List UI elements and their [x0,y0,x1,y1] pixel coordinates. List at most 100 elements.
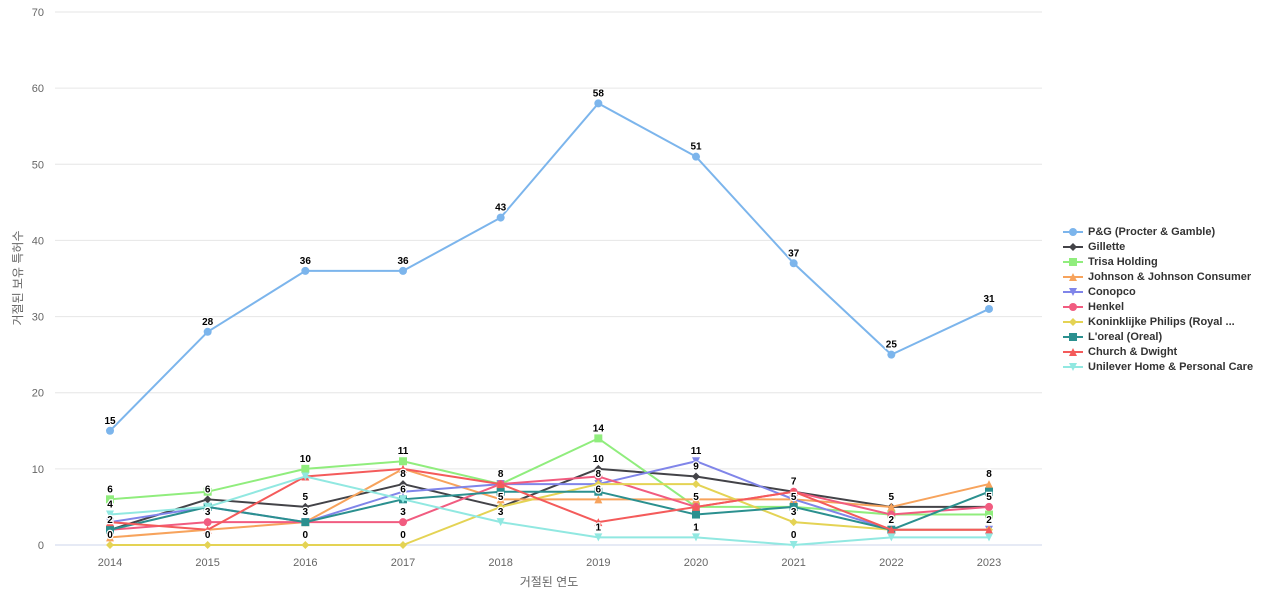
data-point-marker[interactable] [496,487,505,496]
data-point-marker[interactable] [789,495,798,504]
data-point-marker[interactable] [301,541,310,549]
data-point-marker[interactable] [594,518,603,527]
data-point-marker[interactable] [985,533,994,542]
data-point-marker[interactable] [496,502,505,511]
legend-label: P&G (Procter & Gamble) [1088,225,1216,238]
data-point-marker[interactable] [106,525,114,534]
data-point-marker[interactable] [496,495,505,504]
data-point-marker[interactable] [594,533,603,542]
data-point-marker[interactable] [203,541,212,549]
data-point-marker[interactable] [399,480,408,489]
data-point-marker[interactable] [985,525,994,534]
data-point-marker[interactable] [789,487,798,496]
data-point-marker[interactable] [789,502,798,511]
data-label: 28 [202,317,214,328]
data-point-marker[interactable] [399,487,408,496]
data-point-marker[interactable] [985,487,994,496]
data-point-marker[interactable] [692,457,701,466]
data-label: 0 [205,530,211,541]
data-point-marker[interactable] [594,472,603,481]
data-point-marker[interactable] [789,541,798,549]
y-axis-title: 거절된 보유 특허수 [11,230,25,326]
legend-item[interactable]: L'oreal (Oreal) [1063,329,1253,344]
data-label: 2 [889,515,895,526]
data-point-marker[interactable] [106,518,114,527]
data-point-marker[interactable] [301,464,310,473]
legend-item[interactable]: Gillette [1063,239,1253,254]
data-point-marker[interactable] [692,152,701,161]
data-point-marker[interactable] [887,502,896,511]
data-point-marker[interactable] [594,480,603,489]
x-tick-label: 2014 [98,557,122,569]
data-label: 1 [693,522,699,533]
data-point-marker[interactable] [594,487,603,496]
data-point-marker[interactable] [399,266,408,275]
data-point-marker[interactable] [399,518,408,527]
legend-label: Koninklijke Philips (Royal ... [1088,315,1235,328]
data-point-marker[interactable] [496,480,505,489]
data-point-marker[interactable] [985,480,994,489]
data-point-marker[interactable] [399,464,408,473]
data-point-marker[interactable] [496,213,505,222]
data-point-marker[interactable] [203,487,212,496]
legend-item[interactable]: Conopco [1063,284,1253,299]
legend-item[interactable]: Unilever Home & Personal Care [1063,359,1253,374]
data-point-marker[interactable] [203,327,212,336]
data-point-marker[interactable] [106,533,114,542]
data-point-marker[interactable] [106,426,114,435]
data-point-marker[interactable] [106,510,114,519]
data-point-marker[interactable] [203,525,212,534]
data-point-marker[interactable] [692,510,701,519]
legend-item[interactable]: P&G (Procter & Gamble) [1063,224,1253,239]
data-point-marker[interactable] [496,518,505,527]
data-point-marker[interactable] [789,259,798,268]
legend-symbol-triangle-icon [1063,347,1083,356]
data-point-marker[interactable] [887,510,896,519]
data-point-marker[interactable] [985,304,994,313]
data-point-marker[interactable] [692,472,701,481]
data-point-marker[interactable] [594,99,603,108]
data-point-marker[interactable] [301,266,310,275]
y-tick-label: 30 [32,312,44,324]
y-tick-label: 20 [32,388,44,400]
data-point-marker[interactable] [203,495,212,504]
data-point-marker[interactable] [301,502,310,511]
data-point-marker[interactable] [399,495,408,504]
data-point-marker[interactable] [203,502,212,511]
data-point-marker[interactable] [106,541,114,549]
x-tick-label: 2022 [879,557,903,569]
data-label: 8 [986,469,992,480]
legend-label: Henkel [1088,300,1125,313]
data-point-marker[interactable] [203,518,212,527]
data-label: 11 [398,446,409,457]
data-label: 51 [690,142,702,153]
data-point-marker[interactable] [887,525,896,534]
data-point-marker[interactable] [985,502,994,511]
data-point-marker[interactable] [985,510,994,519]
data-point-marker[interactable] [399,541,408,549]
data-point-marker[interactable] [594,464,603,473]
data-point-marker[interactable] [594,434,603,443]
data-point-marker[interactable] [301,472,310,481]
legend-item[interactable]: Trisa Holding [1063,254,1253,269]
data-label: 5 [498,492,504,503]
data-point-marker[interactable] [692,502,701,511]
data-point-marker[interactable] [594,495,603,504]
legend-item[interactable]: Church & Dwight [1063,344,1253,359]
data-point-marker[interactable] [301,518,310,527]
series-line [109,102,990,432]
data-point-marker[interactable] [887,350,896,359]
data-point-marker[interactable] [692,480,701,489]
legend-item[interactable]: Henkel [1063,299,1253,314]
y-tick-label: 40 [32,235,44,247]
data-point-marker[interactable] [692,495,701,504]
data-point-marker[interactable] [106,495,114,504]
legend-label: L'oreal (Oreal) [1088,330,1163,343]
data-point-marker[interactable] [887,533,896,542]
legend-item[interactable]: Koninklijke Philips (Royal ... [1063,314,1253,329]
data-point-marker[interactable] [692,533,701,542]
data-point-marker[interactable] [399,457,408,466]
data-point-marker[interactable] [789,518,798,527]
legend-item[interactable]: Johnson & Johnson Consumer [1063,269,1253,284]
data-label: 5 [303,492,309,503]
